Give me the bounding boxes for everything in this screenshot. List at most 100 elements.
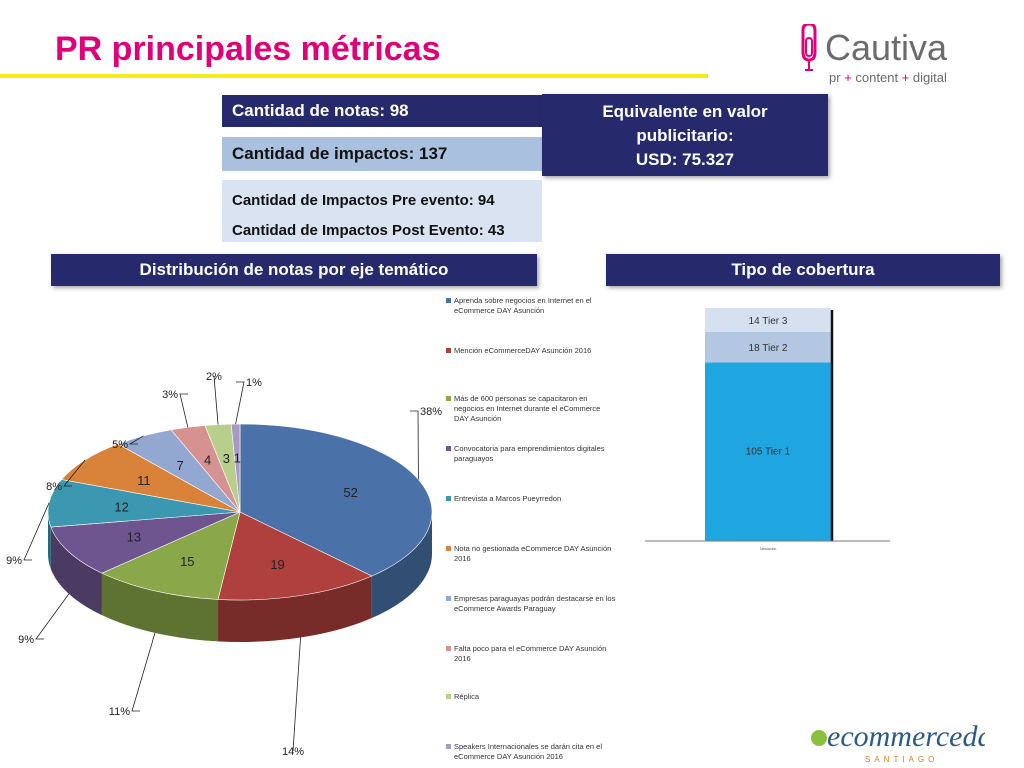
impactos-count-box: Cantidad de impactos: 137 (222, 137, 542, 171)
pie-percent-label: 38% (420, 406, 442, 418)
tipo-cobertura-header: Tipo de cobertura (606, 254, 1000, 286)
bar-segment-label: 14 Tier 3 (749, 316, 788, 327)
legend-label: Convocatoria para emprendimientos digita… (454, 444, 605, 463)
valor-line-3: USD: 75.327 (635, 150, 735, 169)
page-title: PR principales métricas (55, 30, 441, 68)
pie-percent-label: 9% (6, 555, 22, 567)
pie-percent-label: 2% (206, 371, 222, 383)
legend-swatch (446, 446, 451, 451)
pie-slice-side (48, 512, 51, 570)
ecom-brand-text: ecommerceday (827, 720, 985, 753)
impactos-pre-label: Cantidad de Impactos Pre evento: 94 (232, 192, 495, 209)
bar-segment (705, 362, 831, 541)
valor-line-2: publicitario: (636, 126, 734, 145)
pie-value-label: 4 (204, 452, 211, 467)
legend-label: Entrevista a Marcos Pueyrredon (454, 494, 562, 503)
valor-publicitario-box: Equivalente en valor publicitario: USD: … (542, 94, 828, 176)
bar-category-label: Tabulación (760, 547, 777, 551)
title-underline (0, 74, 708, 78)
legend-label: Nota no gestionada eCommerce DAY Asunció… (454, 544, 612, 563)
pie-slice (230, 423, 241, 513)
bulb-icon (801, 24, 817, 71)
pie-slice (217, 511, 373, 601)
pie-leader-line (131, 632, 156, 712)
legend-label: Empresas paraguayas podrán destacarse en… (454, 594, 616, 613)
pie-value-label: 11 (137, 473, 151, 488)
notas-count-box: Cantidad de notas: 98 (222, 95, 552, 127)
legend-label: Falta poco para el eCommerce DAY Asunció… (454, 644, 607, 663)
ecommerceday-logo: ecommerceday SANTIAGO (811, 720, 985, 764)
pie-slice-side (101, 573, 219, 642)
pie-slice (61, 443, 241, 513)
legend-swatch (446, 546, 451, 551)
pie-value-label: 7 (176, 458, 183, 473)
ecom-city-text: SANTIAGO (865, 755, 938, 764)
cautiva-logo: Cautiva pr + content + digital (801, 24, 948, 85)
legend-item: Aprenda sobre negocios en Internet en el… (446, 296, 616, 316)
svg-text:pr + content +: pr + content + digital (829, 70, 947, 85)
legend-item: Más de 600 personas se capacitaron en ne… (446, 394, 616, 424)
pie-value-label: 13 (127, 530, 141, 545)
pie-leader-line (235, 381, 245, 425)
bar-segment (705, 331, 831, 363)
pie-percent-label: 1% (246, 377, 262, 389)
distribucion-header: Distribución de notas por eje temático (51, 254, 537, 286)
pie-slice (47, 479, 241, 528)
pie-percent-label: 9% (18, 634, 34, 646)
pie-percent-label: 14% (282, 746, 304, 758)
pie-value-label: 52 (343, 485, 357, 500)
pie-slice-side (371, 512, 432, 618)
legend-swatch (446, 298, 451, 303)
pie-value-label: 3 (223, 451, 230, 466)
legend-swatch (446, 646, 451, 651)
leaf-icon (811, 730, 827, 746)
pie-leader-line (23, 502, 50, 561)
bar-segment (705, 308, 831, 332)
pie-leader-line (292, 637, 301, 752)
legend-label: Mención eCommerceDAY Asunción 2016 (454, 346, 592, 355)
pie-slice-side (50, 527, 102, 616)
legend-item: Mención eCommerceDAY Asunción 2016 (446, 346, 616, 356)
legend-label: Réplica (454, 692, 480, 701)
legend-swatch (446, 744, 451, 749)
pie-chart: 52 19 15 13 12 11 7 4 3 1 38% 14% 11% 9% 9% 8% 5% 3% 2% 1% (6, 371, 442, 758)
pie-value-label: 12 (114, 499, 128, 514)
valor-line-1: Equivalente en valor (602, 102, 768, 121)
legend-swatch (446, 348, 451, 353)
pie-percent-label: 3% (162, 389, 178, 401)
bar-segment-label: 105 Tier 1 (746, 446, 791, 457)
legend-swatch (446, 694, 451, 699)
pie-value-label: 19 (270, 557, 284, 572)
legend-item: Speakers Internacionales se darán cita e… (446, 742, 616, 762)
legend-item: Empresas paraguayas podrán destacarse en… (446, 594, 616, 614)
pie-value-label: 1 (234, 450, 241, 465)
legend-swatch (446, 496, 451, 501)
legend-item: Nota no gestionada eCommerce DAY Asunció… (446, 544, 616, 564)
legend-swatch (446, 396, 451, 401)
legend-item: Réplica (446, 692, 616, 702)
pie-percent-label: 8% (46, 481, 62, 493)
pie-slice (101, 511, 241, 600)
logo-brand-text: Cautiva (825, 27, 948, 68)
bar-segment-label: 18 Tier 2 (749, 343, 788, 354)
legend-label: Aprenda sobre negocios en Internet en el… (454, 296, 592, 315)
pie-value-label: 15 (180, 554, 194, 569)
pie-slice (50, 511, 241, 574)
pie-leader-line (35, 593, 70, 640)
pie-percent-label: 5% (112, 439, 128, 451)
legend-label: Speakers Internacionales se darán cita e… (454, 742, 603, 761)
pie-leader-line (213, 375, 219, 425)
impactos-pre-post-box: Cantidad de Impactos Pre evento: 94 Cant… (222, 180, 542, 242)
legend-swatch (446, 596, 451, 601)
legend-label: Más de 600 personas se capacitaron en ne… (454, 394, 601, 423)
pie-leader-line (128, 435, 144, 445)
legend-item: Convocatoria para emprendimientos digita… (446, 444, 616, 464)
pie-leader-line (63, 459, 86, 487)
pie-slice-side (218, 575, 372, 642)
pie-percent-label: 11% (109, 706, 130, 718)
pie-leader-line (179, 393, 189, 428)
legend-item: Falta poco para el eCommerce DAY Asunció… (446, 644, 616, 664)
impactos-post-label: Cantidad de Impactos Post Evento: 43 (232, 222, 505, 239)
coverage-bar-chart: 105 Tier 1 18 Tier 2 14 Tier 3 Tabulación (645, 308, 890, 551)
pie-leader-line (410, 410, 419, 480)
